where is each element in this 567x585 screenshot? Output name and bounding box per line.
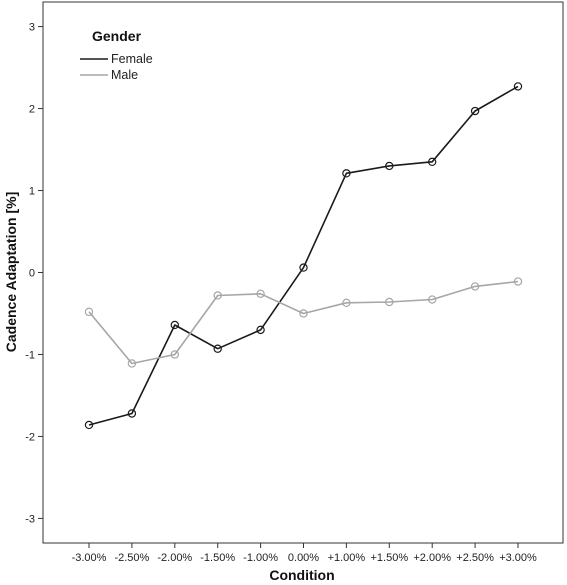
- data-point-male: [127, 359, 137, 368]
- x-tick-label: +2.50%: [456, 552, 494, 564]
- data-point-female: [385, 161, 394, 171]
- legend-label-male: Male: [111, 68, 138, 82]
- data-point-female: [342, 169, 351, 178]
- y-tick-label: 0: [29, 268, 35, 280]
- x-tick-label: +1.50%: [370, 552, 408, 564]
- x-tick-label: +3.00%: [499, 552, 537, 564]
- y-tick-label: -2: [25, 431, 35, 443]
- data-point-male: [84, 307, 94, 317]
- x-tick-label: 0.00%: [288, 552, 319, 564]
- legend-label-female: Female: [111, 52, 153, 66]
- y-tick-label: 2: [29, 104, 35, 116]
- data-point-female: [256, 325, 265, 335]
- x-axis: -3.00% -2.50% -2.00% -1.50% -1.00% 0.00% +1.00…: [72, 543, 537, 564]
- data-point-female: [513, 82, 523, 91]
- data-point-female: [213, 344, 222, 353]
- x-tick-label: -3.00%: [72, 552, 107, 564]
- data-point-male: [428, 295, 437, 304]
- data-point-male: [256, 289, 265, 299]
- x-tick-label: +2.00%: [413, 552, 451, 564]
- data-point-female: [470, 106, 480, 116]
- y-tick-label: 1: [29, 186, 35, 198]
- series-line-male: [88, 280, 519, 365]
- x-tick-label: -1.50%: [200, 552, 235, 564]
- x-tick-label: -2.00%: [157, 552, 192, 564]
- legend-title: Gender: [92, 28, 142, 44]
- data-point-male: [470, 282, 480, 291]
- data-point-male: [342, 298, 351, 308]
- data-point-male: [170, 350, 179, 359]
- data-point-female: [170, 320, 179, 330]
- x-tick-label: -1.00%: [243, 552, 278, 564]
- data-point-female: [127, 409, 137, 418]
- y-tick-label: -3: [25, 513, 35, 525]
- y-axis-title: Cadence Adaptation [%]: [3, 192, 19, 353]
- data-point-female: [299, 263, 308, 272]
- y-tick-label: -1: [25, 349, 35, 361]
- plot-frame: [42, 1, 564, 544]
- legend: Gender Female Male: [80, 28, 153, 82]
- data-point-female: [84, 420, 94, 430]
- series-line-female: [88, 85, 519, 426]
- x-tick-label: -2.50%: [114, 552, 149, 564]
- y-tick-label: 3: [29, 22, 35, 34]
- data-point-female: [428, 157, 437, 167]
- data-point-male: [299, 309, 308, 318]
- series-layer: [84, 82, 523, 430]
- x-axis-title: Condition: [269, 567, 334, 583]
- data-point-male: [213, 291, 222, 300]
- y-axis: -3 -2 -1 0 1 2 3: [25, 22, 43, 525]
- data-point-male: [385, 297, 394, 307]
- x-tick-label: +1.00%: [328, 552, 366, 564]
- data-point-male: [513, 277, 523, 286]
